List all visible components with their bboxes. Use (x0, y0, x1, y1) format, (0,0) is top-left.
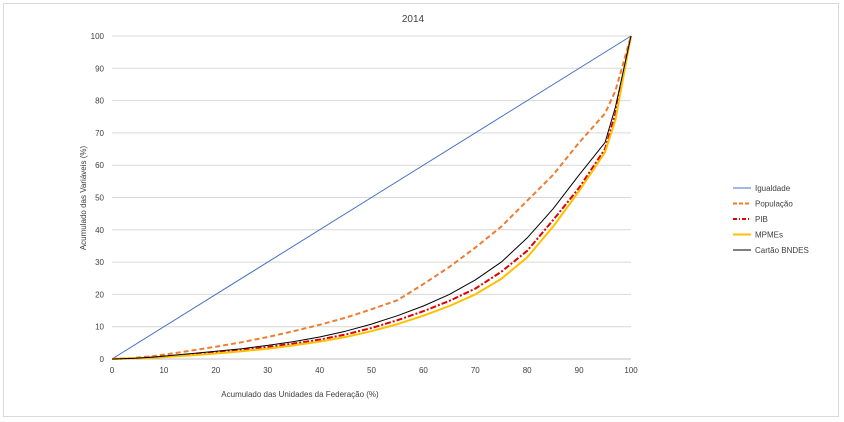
x-tick-label: 10 (159, 366, 168, 375)
legend-label-2: PIB (755, 215, 768, 224)
x-axis-ticks: 0 10 20 30 40 50 60 70 80 90 100 (110, 366, 638, 375)
series-line-1 (111, 35, 632, 360)
y-tick-label: 10 (95, 323, 104, 332)
x-tick-label: 60 (419, 366, 428, 375)
x-tick-label: 30 (263, 366, 272, 375)
y-tick-label: 70 (95, 129, 104, 138)
y-tick-label: 40 (95, 226, 104, 235)
x-tick-label: 100 (624, 366, 638, 375)
y-tick-label: 90 (95, 64, 104, 73)
series-line-3 (111, 35, 632, 360)
y-tick-label: 30 (95, 258, 104, 267)
x-axis-label: Acumulado das Unidades da Federação (%) (221, 390, 379, 399)
legend-label-1: População (755, 200, 793, 209)
series-line-4 (111, 35, 632, 360)
legend-label-4: Cartão BNDES (755, 246, 809, 255)
x-tick-label: 90 (575, 366, 584, 375)
legend-label-0: Igualdade (755, 184, 791, 193)
y-tick-label: 100 (91, 32, 105, 41)
y-tick-label: 0 (100, 355, 105, 364)
x-tick-label: 50 (367, 366, 376, 375)
series-lines (111, 35, 632, 360)
x-tick-label: 80 (523, 366, 532, 375)
chart-title: 2014 (402, 14, 425, 25)
legend: Igualdade População PIB MPMEs Cartão BNDES (733, 184, 809, 255)
y-axis-label: Acumulado das Variáveis (%) (79, 145, 88, 250)
y-tick-label: 50 (95, 194, 104, 203)
y-axis-ticks: 0 10 20 30 40 50 60 70 80 90 100 (91, 32, 105, 364)
y-tick-label: 60 (95, 161, 104, 170)
x-tick-label: 70 (471, 366, 480, 375)
x-tick-label: 20 (211, 366, 220, 375)
x-tick-label: 0 (110, 366, 115, 375)
series-line-0 (111, 35, 632, 360)
chart-frame (3, 3, 839, 417)
legend-label-3: MPMEs (755, 231, 783, 240)
x-tick-label: 40 (315, 366, 324, 375)
y-tick-label: 80 (95, 97, 104, 106)
y-tick-label: 20 (95, 290, 104, 299)
